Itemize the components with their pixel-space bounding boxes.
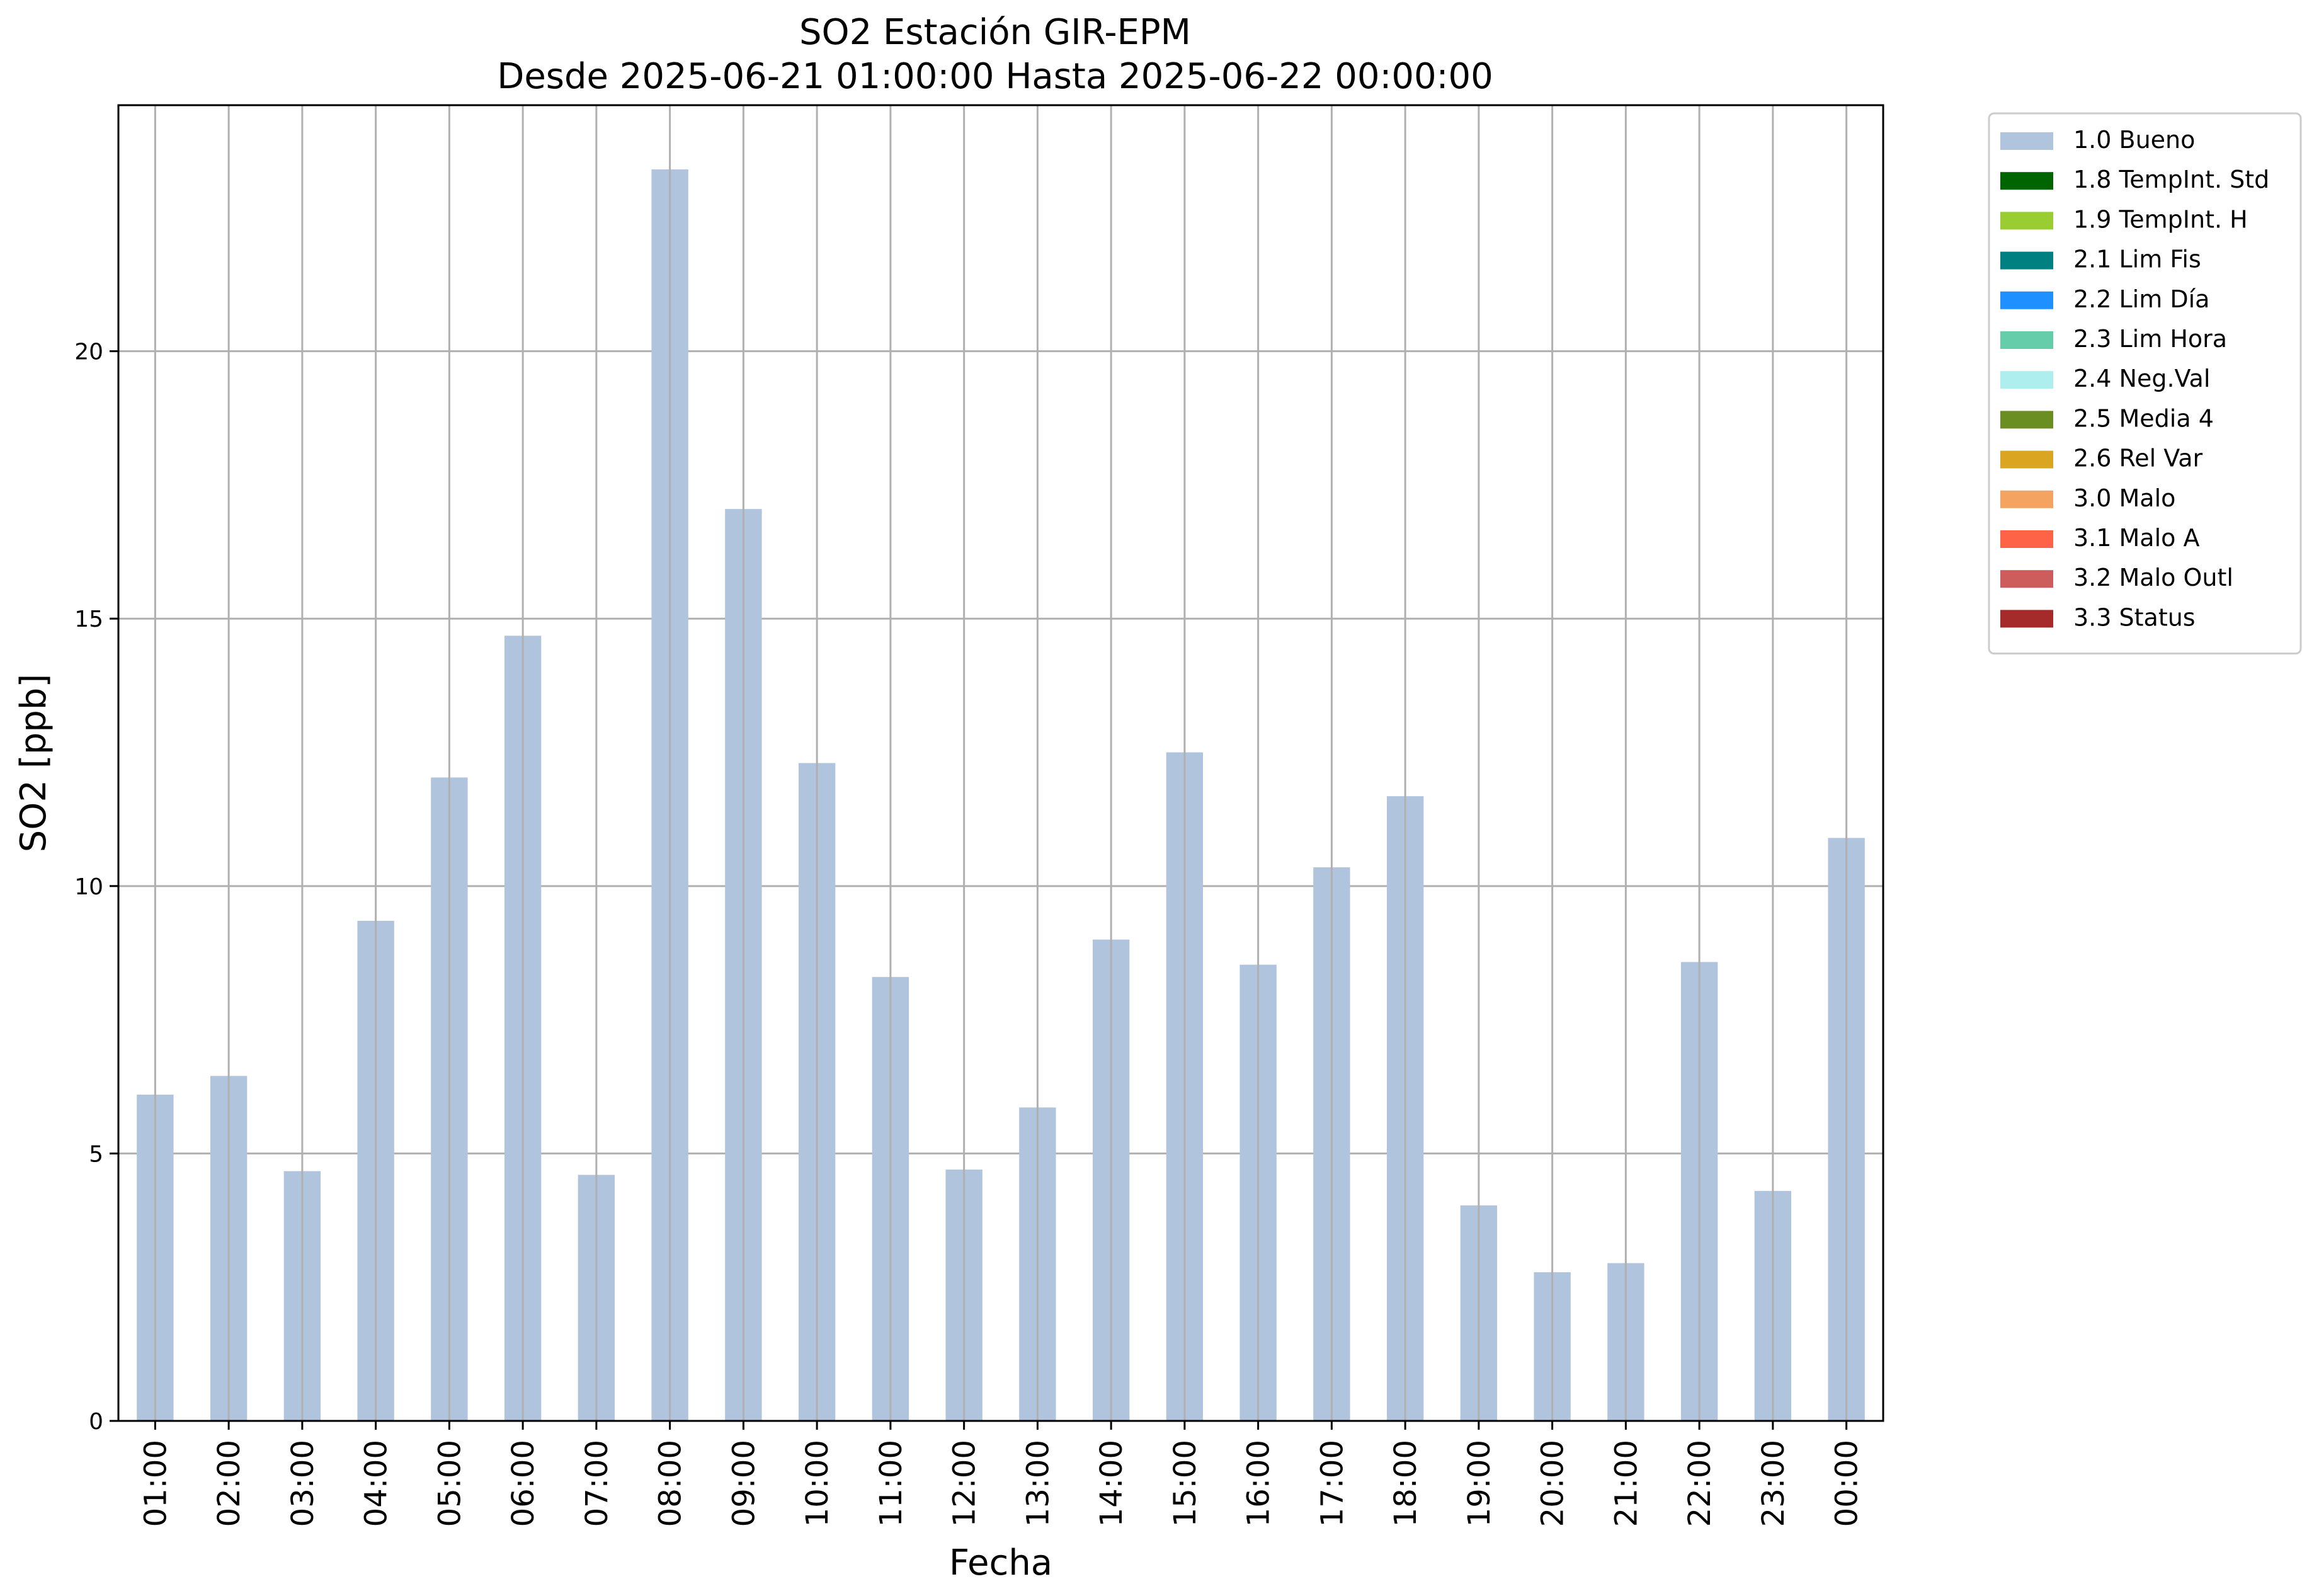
legend-swatch: [2000, 251, 2053, 270]
x-tick-label: 18:00: [1388, 1440, 1423, 1527]
x-tick-label: 17:00: [1314, 1440, 1350, 1527]
legend-label: 3.1 Malo A: [2073, 524, 2199, 552]
legend-swatch: [2000, 530, 2053, 548]
y-axis-ticks: 0 5 10 15 20: [74, 339, 118, 1435]
x-tick-label: 09:00: [726, 1440, 761, 1527]
legend-label: 2.6 Rel Var: [2073, 445, 2203, 472]
x-tick-label: 14:00: [1094, 1440, 1129, 1527]
y-axis-label: SO2 [ppb]: [13, 674, 54, 852]
grid: [118, 350, 1883, 1154]
x-tick-label: 01:00: [138, 1440, 173, 1527]
legend-label: 3.2 Malo Outl: [2073, 564, 2233, 591]
x-tick-label: 23:00: [1756, 1440, 1791, 1527]
x-tick-label: 08:00: [653, 1440, 688, 1527]
x-tick-label: 19:00: [1462, 1440, 1497, 1527]
legend-box: [1988, 112, 2302, 655]
legend-label: 1.0 Bueno: [2073, 126, 2195, 154]
x-tick-label: 11:00: [874, 1440, 909, 1527]
legend-swatch: [2000, 371, 2053, 389]
legend-swatch: [2000, 291, 2053, 309]
legend-swatch: [2000, 570, 2053, 588]
bars: [137, 169, 1865, 1421]
x-tick-label: 04:00: [359, 1440, 394, 1527]
legend-label: 1.8 TempInt. Std: [2073, 166, 2269, 193]
legend-swatch: [2000, 212, 2053, 230]
x-tick-label: 06:00: [506, 1440, 541, 1527]
legend-swatch: [2000, 450, 2053, 469]
x-tick-label: 20:00: [1536, 1440, 1571, 1527]
x-tick-label: 07:00: [579, 1440, 615, 1527]
x-tick-label: 22:00: [1682, 1440, 1718, 1527]
legend-swatch: [2000, 331, 2053, 349]
plot-frame: [117, 104, 1884, 1422]
legend-swatch: [2000, 490, 2053, 508]
legend-label: 2.2 Lim Día: [2073, 285, 2209, 313]
legend-swatch: [2000, 411, 2053, 429]
chart-title: SO2 Estación GIR-EPM: [799, 12, 1191, 53]
legend-label: 3.3 Status: [2073, 603, 2196, 631]
legend-swatch: [2000, 172, 2053, 190]
legend-label: 2.4 Neg.Val: [2073, 365, 2210, 392]
legend-label: 3.0 Malo: [2073, 484, 2175, 512]
x-tick-label: 21:00: [1609, 1440, 1644, 1527]
x-tick-label: 15:00: [1168, 1440, 1203, 1527]
legend-swatch: [2000, 610, 2053, 628]
x-tick-label: 03:00: [285, 1440, 321, 1527]
legend-label: 1.9 TempInt. H: [2073, 205, 2248, 233]
x-tick-label: 10:00: [800, 1440, 835, 1527]
y-tick-label: 5: [89, 1141, 103, 1167]
x-tick-label: 12:00: [947, 1440, 983, 1527]
legend-label: 2.3 Lim Hora: [2073, 325, 2227, 353]
x-tick-label: 13:00: [1020, 1440, 1056, 1527]
legend-label: 2.5 Media 4: [2073, 404, 2214, 432]
legend-swatch: [2000, 132, 2053, 150]
vertical-grid: [154, 105, 1848, 1421]
y-tick-label: 10: [74, 874, 103, 900]
x-tick-label: 02:00: [212, 1440, 247, 1527]
x-tick-label: 00:00: [1830, 1440, 1865, 1527]
x-tick-label: 05:00: [432, 1440, 467, 1527]
legend-label: 2.1 Lim Fis: [2073, 246, 2201, 273]
legend: 1.0 Bueno 1.8 TempInt. Std 1.9 TempInt. H 2…: [1988, 112, 2302, 655]
x-axis-ticks: 01:00 02:00 03:00 04:00 05:00 06:00 07:00 08:00…: [138, 1421, 1865, 1527]
y-tick-label: 0: [89, 1409, 103, 1435]
y-tick-label: 15: [74, 607, 103, 632]
chart-subtitle: Desde 2025-06-21 01:00:00 Hasta 2025-06-…: [497, 56, 1493, 97]
y-tick-label: 20: [74, 339, 103, 365]
x-tick-label: 16:00: [1241, 1440, 1277, 1527]
x-axis-label: Fecha: [949, 1542, 1052, 1583]
